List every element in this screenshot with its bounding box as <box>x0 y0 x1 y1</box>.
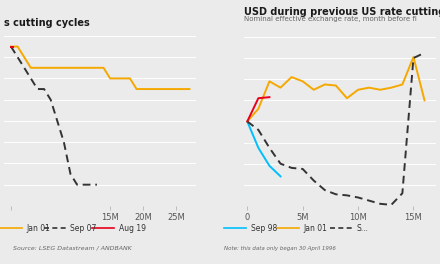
Text: USD during previous US rate cutting cyc: USD during previous US rate cutting cyc <box>244 7 440 17</box>
Text: Sep 07: Sep 07 <box>70 224 97 233</box>
Text: Aug 19: Aug 19 <box>119 224 146 233</box>
Text: Source: LSEG Datastream / ANDBANK: Source: LSEG Datastream / ANDBANK <box>13 246 132 251</box>
Text: S...: S... <box>356 224 368 233</box>
Text: s cutting cycles: s cutting cycles <box>4 18 90 28</box>
Text: Nominal effective exchange rate, month before fi: Nominal effective exchange rate, month b… <box>244 16 417 22</box>
Text: Jan 01: Jan 01 <box>304 224 327 233</box>
Text: Jan 01: Jan 01 <box>26 224 50 233</box>
Text: Sep 98: Sep 98 <box>251 224 277 233</box>
Text: Note: this data only began 30 April 1996: Note: this data only began 30 April 1996 <box>224 246 336 251</box>
